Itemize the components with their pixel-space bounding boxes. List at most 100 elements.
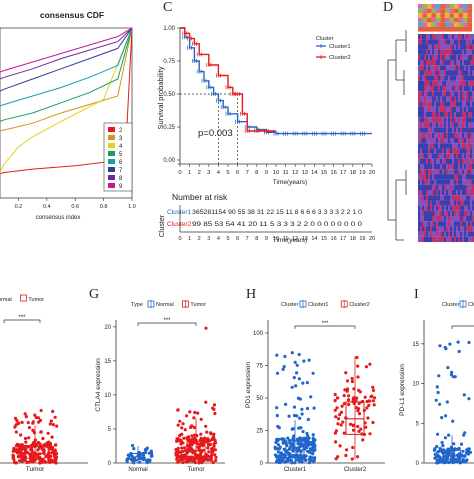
heatmap-cell: [456, 216, 459, 222]
heatmap-cell: [432, 132, 435, 139]
heatmap-cell: [468, 75, 471, 81]
heatmap-cell: [458, 190, 461, 196]
box-body: [131, 452, 145, 461]
heatmap-cell: [460, 210, 463, 217]
jitter-point: [184, 449, 188, 453]
risk-row-cluster1-values: 365281154 90 55 38 31 22 15 11 8 6 6 6 3…: [192, 209, 362, 216]
jitter-point: [23, 412, 27, 416]
heatmap-cell: [442, 190, 445, 196]
heatmap-cell: [430, 75, 433, 81]
heatmap-cell: [426, 54, 429, 61]
jitter-point: [205, 457, 209, 461]
heatmap-cell: [470, 39, 473, 45]
heatmap-cell: [458, 39, 461, 45]
heatmap-cell: [472, 106, 474, 113]
jitter-point: [285, 457, 290, 461]
jitter-point: [190, 434, 194, 438]
heatmap-cell: [466, 164, 469, 170]
heatmap-cell: [460, 122, 463, 128]
risk-xtick-label: 16: [331, 236, 337, 242]
heatmap-cell: [418, 75, 421, 81]
heatmap-cell: [442, 236, 445, 243]
heatmap-cell: [422, 127, 425, 133]
heatmap-cell: [462, 236, 465, 243]
heatmap-cell: [422, 210, 425, 217]
box-body: [24, 446, 46, 459]
jitter-point: [48, 441, 53, 446]
heatmap-cell: [438, 190, 441, 196]
heatmap-cell: [472, 122, 474, 128]
jitter-point: [435, 444, 439, 449]
heatmap-cell: [448, 184, 451, 191]
heatmap-cell: [420, 75, 423, 81]
jitter-point: [209, 456, 213, 460]
heatmap-cell: [472, 174, 474, 180]
jitter-point: [365, 406, 369, 410]
heatmap-cell: [442, 174, 445, 180]
heatmap-cell: [472, 91, 474, 97]
jitter-point: [290, 385, 294, 389]
heatmap-annotation-cell: [418, 17, 423, 23]
jitter-point: [189, 447, 193, 451]
cdf-legend-label: 7: [119, 168, 123, 174]
heatmap-cell: [432, 106, 435, 113]
heatmap-cell: [440, 96, 443, 102]
heatmap-cell: [424, 60, 427, 66]
survival-legend-label: Cluster1: [329, 44, 351, 50]
heatmap-cell: [472, 132, 474, 139]
heatmap-cell: [432, 91, 435, 97]
heatmap-cell: [426, 169, 429, 175]
heatmap-cell: [468, 158, 471, 165]
jitter-point: [188, 410, 192, 414]
heatmap-cell: [464, 184, 467, 191]
heatmap-cell: [424, 122, 427, 128]
heatmap-cell: [458, 91, 461, 97]
jitter-point: [212, 403, 217, 407]
heatmap-annotation-cell: [467, 13, 472, 18]
heatmap-cell: [454, 80, 457, 87]
jitter-point: [182, 446, 187, 450]
heatmap-cell: [456, 122, 459, 128]
jitter-point: [213, 441, 218, 445]
jitter-point: [333, 392, 337, 397]
heatmap-cell: [442, 80, 445, 87]
jitter-point: [54, 443, 58, 447]
cdf-series-6: [0, 27, 133, 107]
heatmap-cell: [468, 205, 471, 211]
heatmap-cell: [422, 60, 425, 66]
jitter-point: [204, 400, 208, 404]
jitter-point: [214, 455, 218, 459]
heatmap-cell: [428, 34, 431, 40]
survival-xtick-label: 14: [311, 170, 318, 176]
jitter-point: [459, 442, 464, 446]
jitter-point: [205, 437, 209, 441]
heatmap-cell: [446, 70, 449, 76]
heatmap-cell: [454, 169, 457, 175]
jitter-point: [307, 358, 311, 362]
cdf-legend-label: 5: [119, 152, 123, 158]
heatmap-cell: [418, 70, 421, 76]
heatmap-cell: [448, 96, 451, 102]
heatmap-cell: [438, 200, 441, 206]
heatmap-cell: [470, 96, 473, 102]
jitter-point: [336, 417, 341, 421]
jitter-point: [179, 442, 183, 446]
survival-xtick-label: 5: [226, 170, 229, 176]
heatmap-cell: [428, 216, 431, 222]
heatmap-cell: [440, 216, 443, 222]
heatmap-cell: [456, 70, 459, 76]
significance-label: ***: [18, 315, 26, 321]
heatmap-annotation-cell: [436, 22, 441, 27]
heatmap-cell: [458, 148, 461, 154]
heatmap-cell: [462, 179, 465, 185]
heatmap-cell: [450, 205, 453, 211]
heatmap-cell: [462, 205, 465, 211]
heatmap-cell: [448, 39, 451, 45]
heatmap-cell: [470, 101, 473, 107]
heatmap-cell: [436, 231, 439, 237]
heatmap-cell: [460, 54, 463, 61]
jitter-point: [189, 425, 193, 429]
heatmap-cell: [426, 231, 429, 237]
heatmap-cell: [452, 80, 455, 87]
heatmap-cell: [448, 179, 451, 185]
